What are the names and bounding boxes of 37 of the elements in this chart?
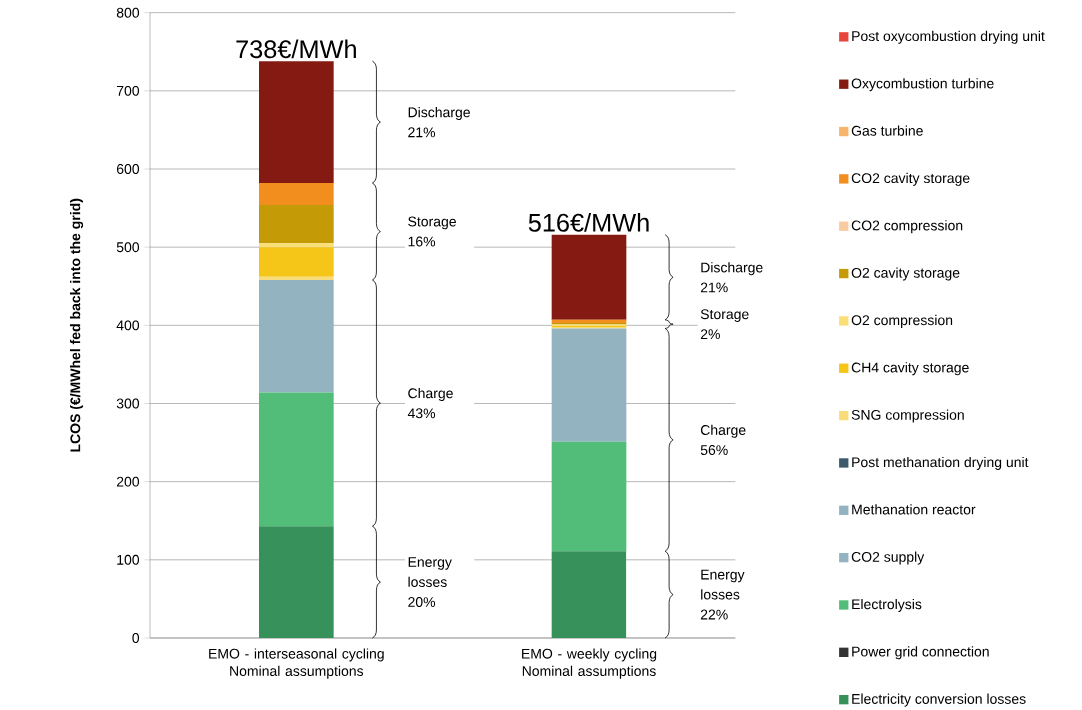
legend-label: CO2 compression [851, 220, 963, 234]
annotation: Energy losses 22% [700, 569, 745, 620]
y-tick-label: 700 [116, 85, 140, 96]
y-tick-label: 100 [117, 554, 140, 565]
annotation: Charge 56% [700, 424, 746, 455]
legend-label: Post oxycombustion drying unit [852, 30, 1045, 44]
y-tick-label: 400 [116, 320, 140, 331]
legend-label: O2 cavity storage [851, 267, 960, 281]
legend-label: O2 compression [851, 314, 953, 328]
annotation: Discharge 21% [408, 106, 470, 138]
y-tick-label: 0 [132, 633, 140, 643]
legend-label: CO2 supply [851, 551, 925, 565]
legend-label: Electricity conversion losses [852, 693, 1026, 707]
legend-label: CH4 cavity storage [851, 362, 969, 376]
legend-label: Methanation reactor [852, 504, 976, 515]
x-tick-label: EMO - weekly cycling Nominal assumptions [522, 648, 657, 679]
annotation: Storage 2% [700, 309, 749, 340]
total-label: 516€/MWh [528, 213, 649, 232]
legend-label: Electrolysis [852, 598, 922, 612]
annotation: Charge 43% [407, 387, 453, 419]
y-tick-label: 200 [116, 476, 140, 487]
annotation: Storage 16% [408, 216, 456, 247]
legend-label: SNG compression [851, 409, 964, 423]
y-axis-title: LCOS (€/MWhel fed back into the grid) [69, 198, 84, 452]
legend-label: Post methanation drying unit [852, 456, 1029, 470]
annotation: Discharge 21% [700, 262, 763, 293]
y-tick-label: 600 [116, 164, 140, 174]
legend-label: Power grid connection [852, 646, 989, 660]
legend-label: CO2 cavity storage [851, 172, 970, 186]
legend-label: Oxycombustion turbine [851, 78, 994, 92]
x-tick-label: EMO - interseasonal cycling Nominal assumptions [209, 648, 384, 679]
annotation: Energy losses 20% [408, 557, 452, 607]
legend-label: Gas turbine [851, 125, 923, 136]
y-tick-label: 500 [116, 242, 140, 253]
y-tick-label: 300 [116, 398, 140, 409]
total-label: 738€/MWh [236, 39, 356, 59]
y-tick-label: 800 [116, 7, 140, 18]
